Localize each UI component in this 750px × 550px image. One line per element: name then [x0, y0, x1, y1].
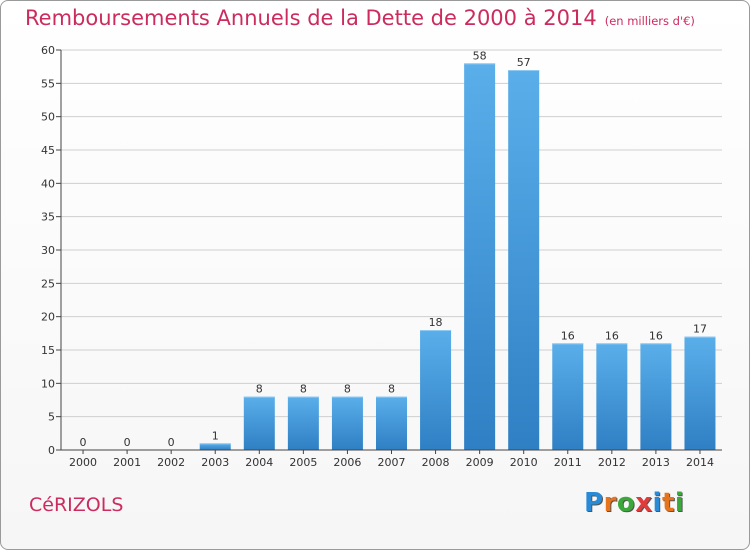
x-tick-label: 2003: [201, 456, 229, 469]
chart-title: Remboursements Annuels de la Dette de 20…: [25, 6, 695, 30]
y-tick-label: 0: [48, 444, 55, 457]
chart-unit: (en milliers d'€): [604, 14, 695, 28]
x-tick-label: 2002: [157, 456, 185, 469]
y-tick-label: 60: [41, 44, 55, 57]
bar: [420, 330, 452, 450]
x-tick-label: 2012: [598, 456, 626, 469]
bar: [640, 343, 672, 450]
logo-letter: P: [584, 488, 604, 518]
bar: [199, 443, 231, 450]
y-tick-label: 5: [48, 411, 55, 424]
bar-value-label: 1: [212, 429, 219, 442]
bar: [243, 396, 275, 450]
x-tick-label: 2008: [422, 456, 450, 469]
logo-letter: x: [635, 488, 653, 518]
bar-value-label: 18: [429, 316, 443, 329]
x-tick-label: 2001: [113, 456, 141, 469]
logo-letter: t: [661, 488, 675, 518]
bar-value-label: 0: [168, 436, 175, 449]
x-tick-label: 2010: [510, 456, 538, 469]
logo-letter: i: [652, 488, 662, 518]
x-tick-label: 2007: [378, 456, 406, 469]
bar-value-label: 17: [693, 323, 707, 336]
y-tick-label: 15: [41, 344, 55, 357]
logo-letter: i: [674, 488, 685, 518]
bar-value-label: 8: [344, 383, 351, 396]
x-tick-label: 2011: [554, 456, 582, 469]
bar-value-label: 8: [388, 383, 395, 396]
x-tick-label: 2005: [289, 456, 317, 469]
y-tick-label: 45: [41, 144, 55, 157]
chart-title-text: Remboursements Annuels de la Dette de 20…: [25, 6, 597, 30]
bar: [464, 63, 496, 450]
bar-value-label: 0: [124, 436, 131, 449]
bar: [684, 336, 716, 450]
y-tick-label: 10: [41, 377, 55, 390]
logo-letter: r: [603, 488, 617, 518]
bar-value-label: 8: [256, 383, 263, 396]
bar: [596, 343, 628, 450]
y-tick-label: 50: [41, 111, 55, 124]
y-tick-label: 25: [41, 277, 55, 290]
logo-letter: o: [616, 488, 636, 518]
bar-value-label: 8: [300, 383, 307, 396]
bar-value-label: 57: [517, 56, 531, 69]
proxiti-logo: Proxiti: [584, 488, 684, 518]
bar: [376, 396, 407, 450]
x-tick-label: 2000: [69, 456, 97, 469]
y-tick-label: 30: [41, 244, 55, 257]
bar-value-label: 0: [80, 436, 87, 449]
commune-name: CéRIZOLS: [29, 494, 124, 516]
y-tick-label: 35: [41, 211, 55, 224]
bar-value-label: 58: [473, 49, 487, 62]
y-tick-label: 40: [41, 177, 55, 190]
y-tick-label: 55: [41, 77, 55, 90]
bar-value-label: 16: [561, 329, 575, 342]
bar: [331, 396, 363, 450]
bar: [508, 70, 540, 450]
y-tick-label: 20: [41, 311, 55, 324]
bar-value-label: 16: [649, 329, 663, 342]
grid-lines: [61, 49, 722, 418]
x-tick-label: 2009: [466, 456, 494, 469]
x-tick-label: 2006: [333, 456, 361, 469]
bar-value-label: 16: [605, 329, 619, 342]
bar: [287, 396, 319, 450]
bar: [552, 343, 584, 450]
x-tick-label: 2004: [245, 456, 273, 469]
x-tick-label: 2014: [686, 456, 714, 469]
x-tick-label: 2013: [642, 456, 670, 469]
